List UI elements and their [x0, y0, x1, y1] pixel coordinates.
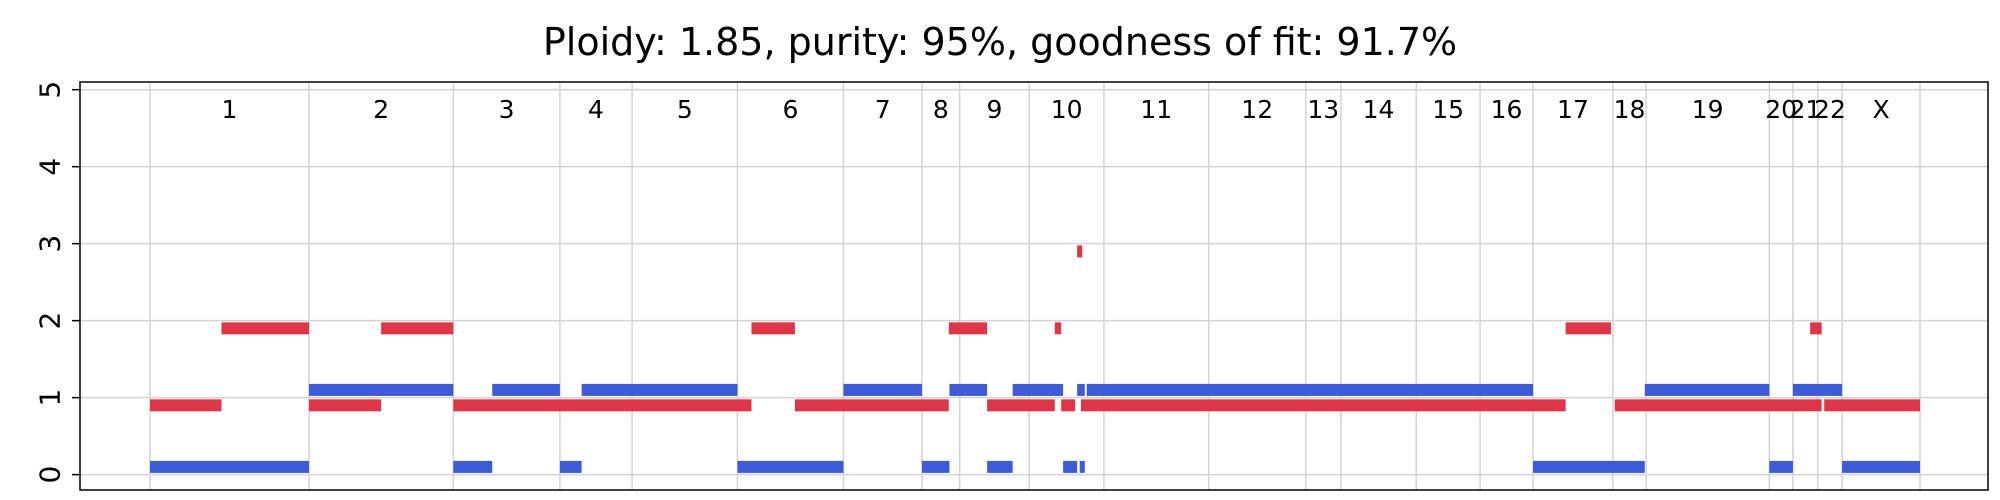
- chromosome-label: 20: [1765, 95, 1797, 124]
- major-copy-segment: [1824, 399, 1920, 412]
- minor-copy-segment: [1079, 460, 1085, 473]
- minor-copy-segment: [308, 383, 454, 396]
- major-copy-segment: [751, 322, 795, 335]
- chromosome-label: 7: [875, 95, 891, 124]
- major-copy-segment: [1077, 245, 1083, 258]
- minor-copy-segment: [1012, 383, 1064, 396]
- major-copy-segment: [221, 322, 309, 335]
- major-copy-segment: [987, 399, 1055, 412]
- chromosome-label: X: [1872, 95, 1889, 124]
- chromosome-label: 4: [588, 95, 604, 124]
- chromosome-label: 10: [1051, 95, 1083, 124]
- y-axis: 0 1 2 3 4 5: [34, 81, 80, 484]
- chromosome-label: 14: [1363, 95, 1395, 124]
- minor-copy-segment: [843, 383, 922, 396]
- plot-frame: [79, 81, 1989, 491]
- minor-copy-segment: [492, 383, 560, 396]
- major-copy-segment: [948, 322, 988, 335]
- major-copy-segment: [150, 399, 222, 412]
- minor-copy-segment: [453, 460, 493, 473]
- chromosome-label: 16: [1491, 95, 1523, 124]
- chromosome-label: 5: [677, 95, 693, 124]
- minor-copy-segment: [1086, 383, 1534, 396]
- y-tick-label: 4: [34, 158, 67, 176]
- chromosome-label: 3: [499, 95, 515, 124]
- minor-copy-segment: [1644, 383, 1770, 396]
- minor-copy-segment: [581, 383, 738, 396]
- minor-copy-segment: [949, 383, 988, 396]
- y-tick-label: 0: [34, 466, 67, 484]
- y-tick-label: 3: [34, 235, 67, 253]
- minor-copy-segment: [1769, 460, 1793, 473]
- chromosome-label: 22: [1814, 95, 1846, 124]
- chromosome-label: 19: [1692, 95, 1724, 124]
- minor-copy-segment: [1077, 383, 1085, 396]
- minor-copy-segment: [921, 460, 950, 473]
- major-copy-segment: [1614, 399, 1822, 412]
- minor-copy-segment: [987, 460, 1013, 473]
- chromosome-label: 9: [987, 95, 1003, 124]
- chromosome-label: 11: [1140, 95, 1172, 124]
- major-copy-segment: [1080, 399, 1566, 412]
- chromosome-label: 12: [1241, 95, 1273, 124]
- minor-copy-segment: [559, 460, 582, 473]
- chromosome-label: 1: [222, 95, 238, 124]
- major-copy-segment: [1565, 322, 1611, 335]
- grid: [80, 82, 1988, 490]
- chromosome-label: 21: [1789, 95, 1821, 124]
- segments: [150, 245, 1920, 473]
- major-copy-segment: [308, 399, 382, 412]
- minor-copy-segment: [1533, 460, 1645, 473]
- major-copy-segment: [794, 399, 949, 412]
- chromosome-label: 18: [1614, 95, 1646, 124]
- chromosome-label: 8: [933, 95, 949, 124]
- minor-copy-segment: [150, 460, 309, 473]
- chromosome-label: 2: [373, 95, 389, 124]
- minor-copy-segment: [1792, 383, 1843, 396]
- major-copy-segment: [1061, 399, 1076, 412]
- major-copy-segment: [453, 399, 752, 412]
- minor-copy-segment: [1063, 460, 1078, 473]
- minor-copy-segment: [737, 460, 844, 473]
- major-copy-segment: [1054, 322, 1062, 335]
- chromosome-label: 6: [782, 95, 798, 124]
- y-tick-label: 1: [34, 389, 67, 407]
- chromosome-label: 13: [1307, 95, 1339, 124]
- chart-title: Ploidy: 1.85, purity: 95%, goodness of f…: [543, 20, 1457, 64]
- chromosome-label: 17: [1557, 95, 1589, 124]
- major-copy-segment: [381, 322, 454, 335]
- y-tick-label: 5: [34, 81, 67, 99]
- major-copy-segment: [1810, 322, 1822, 335]
- minor-copy-segment: [1842, 460, 1920, 473]
- y-tick-label: 2: [34, 312, 67, 330]
- chromosome-label: 15: [1432, 95, 1464, 124]
